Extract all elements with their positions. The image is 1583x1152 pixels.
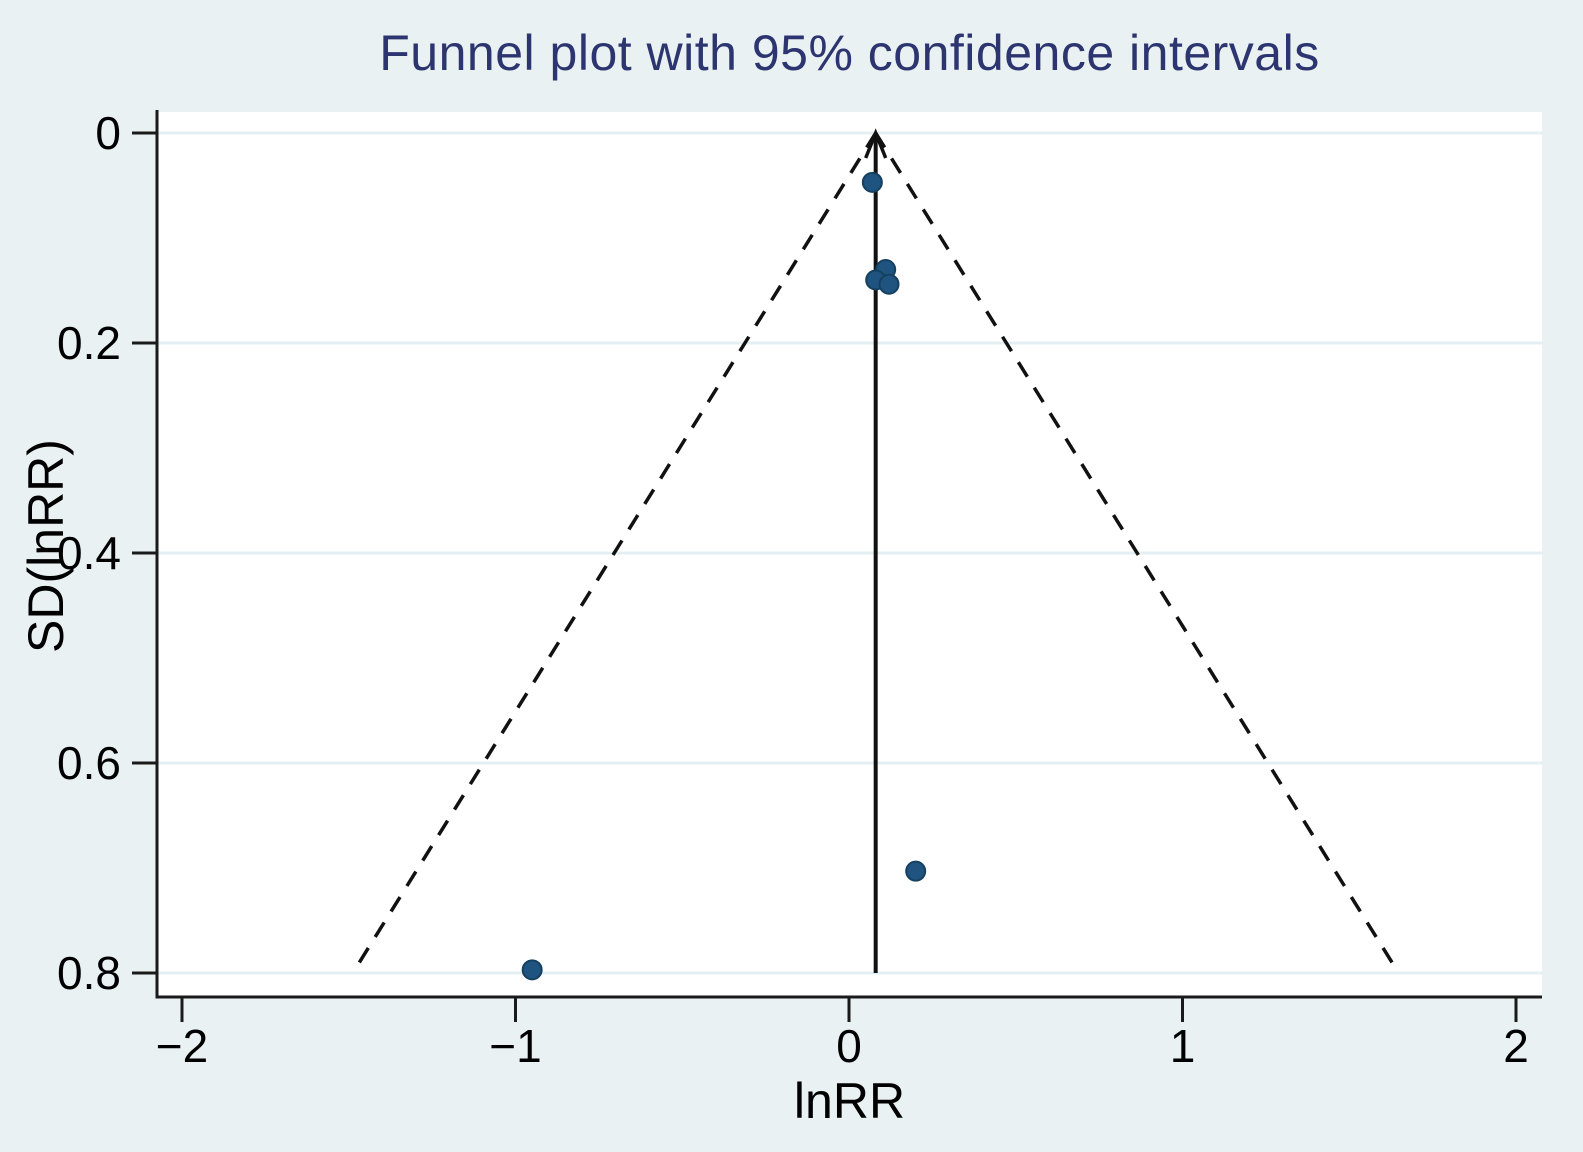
funnel-ci-line-left: [351, 132, 878, 974]
x-tick-label: −2: [156, 1020, 208, 1072]
chart-title: Funnel plot with 95% confidence interval…: [379, 25, 1320, 81]
y-tick-label: 0.6: [57, 737, 121, 789]
x-axis-label: lnRR: [793, 1073, 906, 1129]
x-tick-label: 0: [836, 1020, 862, 1072]
data-point: [878, 273, 900, 295]
data-point: [521, 959, 543, 981]
funnel-ci-line-right: [874, 132, 1401, 974]
y-tick-label: 0: [95, 107, 121, 159]
x-tick-label: 2: [1503, 1020, 1529, 1072]
x-tick-label: −1: [489, 1020, 541, 1072]
x-tick-label: 1: [1170, 1020, 1196, 1072]
data-point: [861, 171, 883, 193]
y-tick-label: 0.2: [57, 317, 121, 369]
y-tick-label: 0.8: [57, 947, 121, 999]
data-point: [905, 860, 927, 882]
y-tick-label: 0.4: [57, 527, 121, 579]
